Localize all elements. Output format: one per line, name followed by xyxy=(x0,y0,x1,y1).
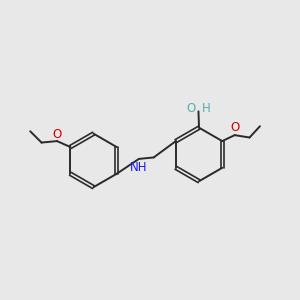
Text: NH: NH xyxy=(130,161,148,174)
Text: O: O xyxy=(186,102,196,115)
Text: O: O xyxy=(231,121,240,134)
Text: O: O xyxy=(52,128,62,141)
Text: H: H xyxy=(202,102,211,115)
